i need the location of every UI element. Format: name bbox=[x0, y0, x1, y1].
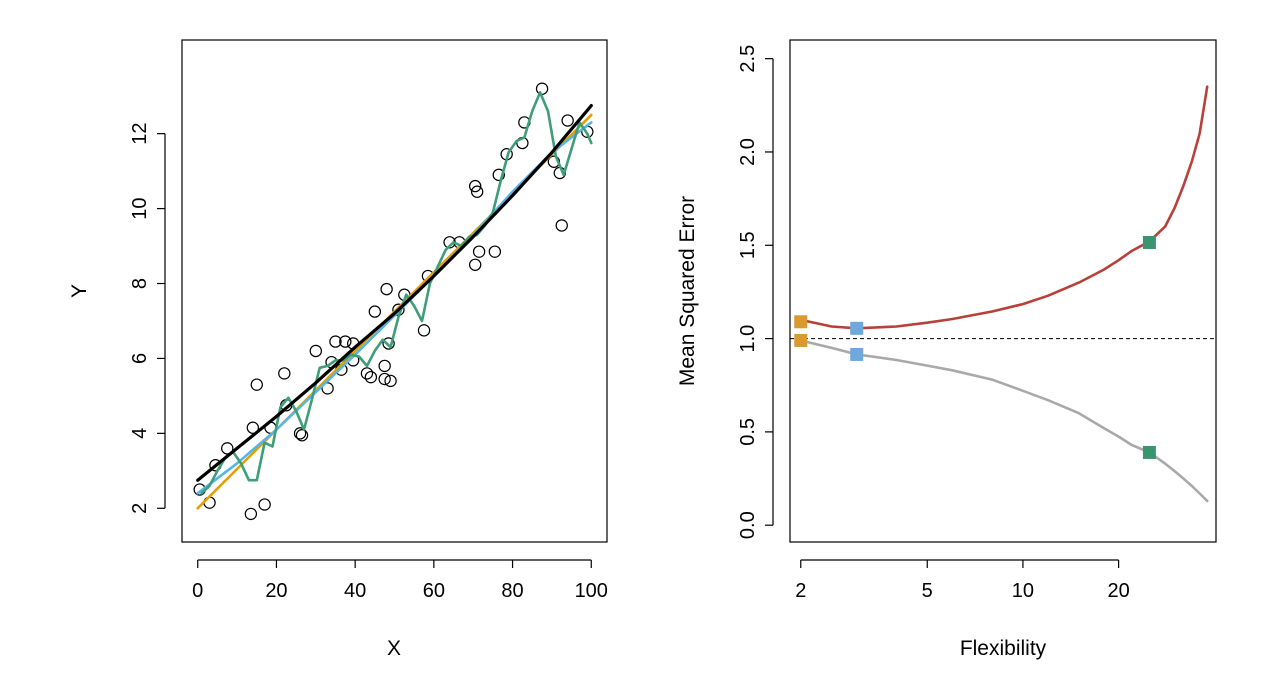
data-point bbox=[378, 372, 391, 386]
data-point bbox=[492, 168, 505, 182]
right-plot-box bbox=[789, 39, 1217, 543]
x-tick-label: 60 bbox=[423, 580, 445, 602]
right-x-axis: 2 5 10 20 bbox=[795, 559, 1130, 602]
data-point bbox=[555, 219, 568, 232]
x-tick-label: 0 bbox=[192, 580, 203, 602]
left-x-axis-title: X bbox=[387, 637, 401, 660]
data-point bbox=[384, 374, 397, 388]
left-data-points bbox=[193, 82, 594, 521]
right-mse-panel: 2 5 10 20 0.0 0.5 1.0 1.5 2.0 2.5 Flexibility Me… bbox=[676, 39, 1217, 660]
left-y-axis: 2 4 6 8 10 12 bbox=[129, 123, 166, 514]
y-tick-label: 0.0 bbox=[737, 511, 759, 539]
data-point bbox=[468, 179, 482, 193]
y-tick-label: 2 bbox=[129, 503, 151, 514]
y-tick-label: 10 bbox=[129, 197, 151, 219]
y-tick-label: 12 bbox=[129, 123, 151, 145]
y-tick-label: 8 bbox=[129, 278, 151, 289]
x-tick-label: 20 bbox=[1107, 580, 1129, 602]
data-point bbox=[309, 344, 322, 358]
x-tick-label: 2 bbox=[795, 580, 806, 602]
right-y-axis: 0.0 0.5 1.0 1.5 2.0 2.5 bbox=[737, 45, 774, 539]
left-x-axis: 0 20 40 60 80 100 bbox=[192, 559, 608, 602]
data-point bbox=[488, 245, 502, 258]
left-y-axis-title: Y bbox=[68, 284, 91, 298]
data-point bbox=[244, 507, 258, 521]
series-line bbox=[196, 104, 593, 482]
data-point bbox=[364, 370, 378, 384]
square-marker bbox=[1142, 235, 1156, 249]
data-point bbox=[472, 245, 486, 258]
x-tick-label: 40 bbox=[344, 580, 366, 602]
data-point bbox=[468, 258, 482, 271]
x-tick-label: 10 bbox=[1012, 580, 1034, 602]
data-point bbox=[360, 367, 374, 380]
x-tick-label: 5 bbox=[922, 580, 933, 602]
y-tick-label: 2.0 bbox=[737, 138, 759, 166]
data-point bbox=[321, 382, 334, 395]
data-point bbox=[295, 429, 309, 442]
data-point bbox=[258, 498, 271, 511]
data-point bbox=[378, 359, 391, 373]
data-point bbox=[246, 421, 260, 434]
data-point bbox=[329, 335, 342, 348]
series-line bbox=[196, 121, 593, 495]
right-mse-curves bbox=[799, 85, 1209, 503]
square-marker bbox=[794, 333, 808, 347]
data-point bbox=[221, 442, 234, 455]
left-scatter-panel: 0 20 40 60 80 100 2 4 6 8 10 12 X Y bbox=[68, 39, 608, 660]
x-tick-label: 100 bbox=[575, 580, 608, 602]
data-point bbox=[470, 185, 484, 198]
mse-curve bbox=[799, 339, 1209, 503]
y-tick-label: 1.0 bbox=[737, 325, 759, 353]
data-point bbox=[535, 82, 549, 95]
y-tick-label: 4 bbox=[129, 428, 151, 439]
y-tick-label: 0.5 bbox=[737, 418, 759, 446]
right-markers bbox=[794, 235, 1156, 459]
square-marker bbox=[850, 321, 864, 335]
data-point bbox=[380, 282, 393, 296]
series-line bbox=[200, 91, 593, 495]
square-marker bbox=[1142, 445, 1156, 459]
data-point bbox=[417, 324, 431, 337]
x-tick-label: 80 bbox=[501, 580, 523, 602]
y-tick-label: 1.5 bbox=[737, 231, 759, 259]
left-plot-box bbox=[181, 39, 608, 543]
y-tick-label: 6 bbox=[129, 353, 151, 364]
square-marker bbox=[794, 315, 808, 329]
x-tick-label: 20 bbox=[265, 580, 287, 602]
data-point bbox=[382, 337, 395, 350]
mse-curve bbox=[799, 85, 1209, 330]
data-point bbox=[293, 427, 307, 440]
right-y-axis-title: Mean Squared Error bbox=[676, 196, 699, 386]
data-point bbox=[278, 367, 291, 380]
left-fit-lines bbox=[196, 91, 593, 510]
right-x-axis-title: Flexibility bbox=[960, 637, 1047, 660]
y-tick-label: 2.5 bbox=[737, 45, 759, 73]
square-marker bbox=[850, 347, 864, 361]
data-point bbox=[250, 378, 263, 391]
data-point bbox=[561, 114, 574, 127]
data-point bbox=[368, 305, 382, 318]
data-point bbox=[339, 335, 352, 348]
